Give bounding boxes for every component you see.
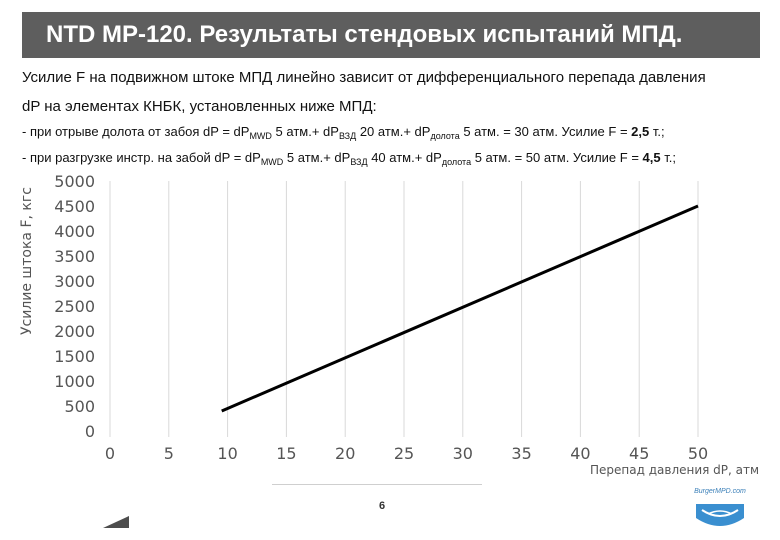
y-tick-label-2: 1000 <box>54 372 95 391</box>
x-axis-label: Перепад давления dP, атм <box>590 463 760 477</box>
y-tick-label-7: 3500 <box>54 247 95 266</box>
case-lift-off-text-a: - при отрыве долота от забоя dP = dP <box>22 124 250 139</box>
case-lift-off-sub-bit: долота <box>430 131 460 141</box>
company-logo: BurgerMPD.com <box>686 488 754 536</box>
case-load: - при разгрузке инстр. на забой dP = dPM… <box>22 150 676 167</box>
case-load-sub-mwd: MWD <box>260 157 284 167</box>
x-tick-label-5: 25 <box>394 444 414 463</box>
case-lift-off-text-b: 5 атм.+ dP <box>271 124 339 139</box>
x-tick-label-3: 15 <box>276 444 296 463</box>
y-tick-label-9: 4500 <box>54 197 95 216</box>
case-lift-off-force: 2,5 <box>631 124 650 139</box>
y-tick-label-4: 2000 <box>54 322 95 341</box>
case-load-text-e: т.; <box>660 150 676 165</box>
series-line-0 <box>221 204 699 413</box>
case-load-text-a: - при разгрузке инстр. на забой dP = dP <box>22 150 261 165</box>
intro-line-2: dP на элементах КНБК, установленных ниже… <box>22 98 377 115</box>
case-load-text-b: 5 атм.+ dP <box>283 150 351 165</box>
x-tick-label-7: 35 <box>511 444 531 463</box>
page-title: NTD MP-120. Результаты стендовых испытан… <box>22 12 760 58</box>
x-tick-label-1: 5 <box>164 444 174 463</box>
case-lift-off-text-c: 20 атм.+ dP <box>356 124 431 139</box>
y-tick-label-10: 5000 <box>54 172 95 191</box>
logo-text: BurgerMPD.com <box>694 488 746 495</box>
x-tick-label-10: 50 <box>688 444 708 463</box>
y-tick-label-1: 500 <box>64 397 95 416</box>
case-lift-off-sub-vzd: ВЗД <box>338 131 357 141</box>
x-tick-label-4: 20 <box>335 444 355 463</box>
x-tick-label-6: 30 <box>453 444 473 463</box>
case-load-force: 4,5 <box>642 150 661 165</box>
y-tick-label-5: 2500 <box>54 297 95 316</box>
x-tick-label-9: 45 <box>629 444 649 463</box>
x-tick-label-0: 0 <box>105 444 115 463</box>
corner-triangle-icon <box>103 516 129 528</box>
case-load-sub-vzd: ВЗД <box>350 157 368 167</box>
y-axis-label-text: Усилие штока F, кгс <box>19 187 35 335</box>
case-load-sub-bit: долота <box>441 157 472 167</box>
case-lift-off: - при отрыве долота от забоя dP = dPMWD … <box>22 124 665 141</box>
case-lift-off-sub-mwd: MWD <box>249 131 272 141</box>
x-tick-label-2: 10 <box>217 444 237 463</box>
y-tick-label-6: 3000 <box>54 272 95 291</box>
case-lift-off-text-e: т.; <box>649 124 665 139</box>
intro-line-1: Усилие F на подвижном штоке МПД линейно … <box>22 69 706 86</box>
y-tick-label-8: 4000 <box>54 222 95 241</box>
case-load-text-d: 5 атм. = 50 атм. Усилие F = <box>471 150 643 165</box>
case-load-text-c: 40 атм.+ dP <box>367 150 442 165</box>
page-number: 6 <box>379 500 386 512</box>
case-lift-off-text-d: 5 атм. = 30 атм. Усилие F = <box>459 124 632 139</box>
logo-emblem-icon <box>696 504 744 526</box>
x-tick-label-8: 40 <box>570 444 590 463</box>
y-tick-label-0: 0 <box>85 422 95 441</box>
footer-divider <box>272 484 482 485</box>
y-tick-label-3: 1500 <box>54 347 95 366</box>
